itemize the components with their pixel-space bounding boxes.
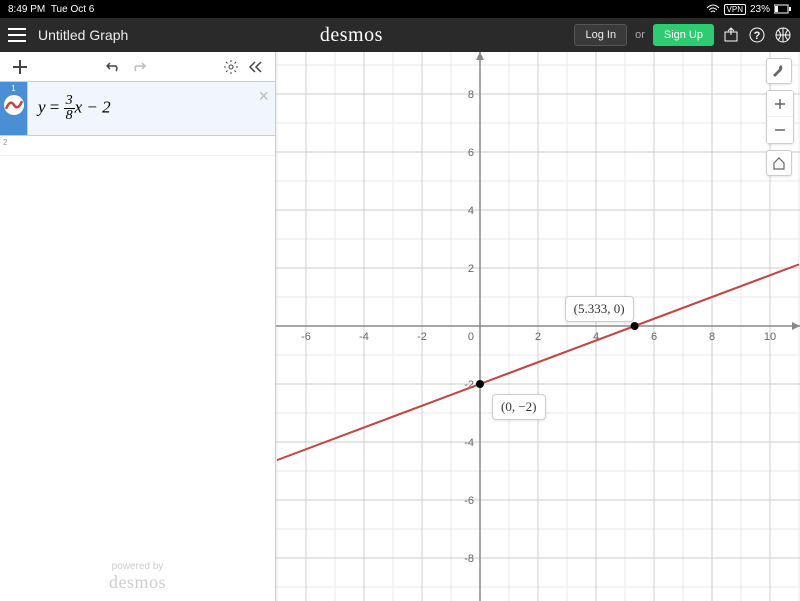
graph-canvas[interactable]: -6-4-2246810-8-6-4-224680 bbox=[276, 52, 800, 601]
graph-title[interactable]: Untitled Graph bbox=[38, 27, 128, 43]
svg-text:-8: -8 bbox=[464, 553, 474, 565]
svg-text:-4: -4 bbox=[359, 331, 369, 343]
svg-text:-6: -6 bbox=[464, 495, 474, 507]
share-icon[interactable] bbox=[722, 26, 740, 44]
desmos-logo: desmos bbox=[136, 24, 566, 47]
expression-row-empty[interactable]: 2 bbox=[0, 136, 275, 156]
battery-icon bbox=[774, 4, 792, 14]
expression-color-icon[interactable] bbox=[4, 95, 24, 115]
home-button[interactable] bbox=[766, 150, 792, 176]
svg-text:6: 6 bbox=[651, 331, 657, 343]
expression-index: 1 bbox=[11, 84, 15, 93]
wrench-icon[interactable] bbox=[766, 58, 792, 84]
svg-text:-6: -6 bbox=[301, 331, 311, 343]
redo-button[interactable] bbox=[126, 55, 150, 79]
expression-row[interactable]: 1 y = 38x − 2 × bbox=[0, 82, 275, 136]
svg-text:10: 10 bbox=[764, 331, 776, 343]
help-icon[interactable]: ? bbox=[748, 26, 766, 44]
graph-tools bbox=[766, 58, 794, 176]
expression-toolbar bbox=[0, 52, 275, 82]
delete-expression-button[interactable]: × bbox=[258, 86, 269, 107]
collapse-panel-button[interactable] bbox=[243, 55, 267, 79]
svg-text:0: 0 bbox=[468, 331, 474, 343]
expression-index-2: 2 bbox=[0, 136, 28, 147]
expression-text[interactable]: y = 38x − 2 bbox=[28, 82, 275, 135]
svg-text:8: 8 bbox=[468, 89, 474, 101]
powered-by: powered by desmos bbox=[109, 561, 166, 593]
signup-button[interactable]: Sign Up bbox=[653, 24, 714, 46]
expression-gutter: 1 bbox=[0, 82, 28, 135]
add-expression-button[interactable] bbox=[8, 55, 32, 79]
svg-text:2: 2 bbox=[468, 263, 474, 275]
settings-icon[interactable] bbox=[219, 55, 243, 79]
point-label: (5.333, 0) bbox=[565, 296, 634, 322]
vpn-badge: VPN bbox=[724, 4, 746, 15]
svg-text:-4: -4 bbox=[464, 437, 474, 449]
status-time: 8:49 PM bbox=[8, 4, 45, 15]
point-label: (0, −2) bbox=[492, 394, 546, 420]
graph-area[interactable]: -6-4-2246810-8-6-4-224680 (5.333, 0)(0, … bbox=[276, 52, 800, 601]
globe-icon[interactable] bbox=[774, 26, 792, 44]
status-date: Tue Oct 6 bbox=[51, 4, 95, 15]
login-button[interactable]: Log In bbox=[574, 24, 627, 46]
undo-button[interactable] bbox=[102, 55, 126, 79]
wifi-icon bbox=[706, 4, 720, 14]
menu-button[interactable] bbox=[8, 28, 26, 42]
svg-text:-2: -2 bbox=[417, 331, 427, 343]
svg-text:?: ? bbox=[754, 30, 761, 42]
svg-text:6: 6 bbox=[468, 147, 474, 159]
zoom-in-button[interactable] bbox=[767, 91, 793, 117]
svg-text:8: 8 bbox=[709, 331, 715, 343]
app-header: Untitled Graph desmos Log In or Sign Up … bbox=[0, 18, 800, 52]
svg-text:2: 2 bbox=[535, 331, 541, 343]
expression-panel: 1 y = 38x − 2 × 2 powered by desmos bbox=[0, 52, 276, 601]
svg-text:4: 4 bbox=[468, 205, 474, 217]
ios-status-bar: 8:49 PM Tue Oct 6 VPN 23% bbox=[0, 0, 800, 18]
battery-pct: 23% bbox=[750, 4, 770, 15]
zoom-out-button[interactable] bbox=[767, 117, 793, 143]
or-text: or bbox=[635, 29, 645, 41]
